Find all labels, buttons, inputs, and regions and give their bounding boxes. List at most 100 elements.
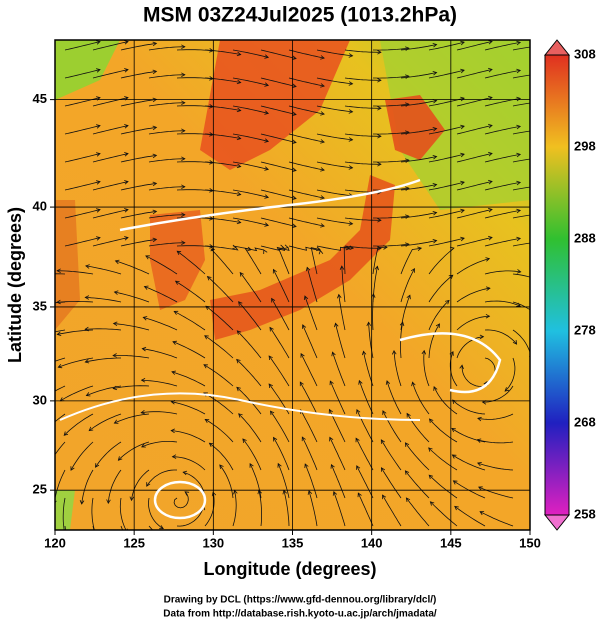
- stream-arrow: [432, 71, 438, 76]
- stream-arrow: [479, 511, 485, 516]
- stream-arrow: [512, 340, 518, 345]
- stream-arrow: [445, 299, 450, 305]
- stream-arrow: [316, 246, 321, 252]
- streamline: [85, 297, 122, 303]
- streamline: [373, 215, 409, 219]
- x-tick-label: 145: [440, 535, 462, 550]
- stream-arrow: [79, 500, 85, 505]
- streamline: [428, 323, 440, 359]
- stream-arrow: [96, 180, 101, 185]
- stream-arrow: [435, 323, 440, 329]
- streamline: [428, 181, 465, 191]
- streamline: [344, 217, 381, 221]
- stream-arrow: [181, 156, 186, 162]
- streamline: [260, 49, 297, 59]
- streamline: [373, 75, 409, 79]
- streamline: [260, 77, 297, 87]
- streamline: [484, 182, 521, 191]
- streamline: [428, 41, 465, 51]
- stream-arrow: [320, 195, 325, 200]
- colorbar-tick-label: 278: [574, 322, 596, 337]
- streamline: [236, 387, 262, 415]
- streamline: [512, 242, 530, 247]
- streamline: [92, 97, 129, 107]
- stream-arrow: [377, 134, 382, 139]
- stream-arrow: [112, 385, 118, 391]
- stream-arrow: [377, 218, 382, 223]
- streamline: [452, 454, 486, 471]
- stream-arrow: [56, 331, 62, 336]
- streamline: [176, 250, 206, 275]
- streamline: [477, 439, 514, 444]
- stream-arrow: [300, 352, 305, 358]
- streamline: [304, 463, 318, 499]
- streamline: [258, 490, 262, 527]
- stream-arrow: [219, 464, 224, 469]
- streamline: [344, 133, 381, 137]
- stream-arrow: [181, 100, 186, 106]
- stream-arrow: [485, 257, 491, 262]
- stream-arrow: [152, 153, 158, 159]
- streamline: [238, 413, 262, 443]
- streamline: [64, 209, 101, 219]
- streamline: [260, 245, 290, 251]
- stream-arrow: [264, 222, 270, 227]
- y-tick-label: 35: [33, 298, 47, 313]
- streamline: [372, 246, 387, 275]
- streamline: [331, 464, 346, 499]
- stream-arrow: [264, 138, 270, 143]
- streamline: [242, 438, 262, 471]
- streamline: [239, 272, 262, 303]
- streamline: [335, 323, 346, 359]
- streamline: [484, 210, 521, 219]
- stream-arrow: [348, 137, 354, 142]
- stream-arrow: [356, 409, 361, 414]
- streamline: [55, 329, 66, 333]
- stream-arrow: [277, 462, 282, 468]
- streamline: [430, 501, 458, 527]
- stream-arrow: [355, 437, 360, 443]
- streamline: [456, 209, 493, 219]
- stream-arrow: [411, 381, 416, 387]
- stream-arrow: [236, 79, 242, 85]
- plot-area: [55, 40, 543, 530]
- colorbar-tick-label: 298: [574, 138, 596, 153]
- stream-arrow: [516, 208, 522, 214]
- stream-arrow: [84, 326, 89, 332]
- stream-arrow: [504, 387, 510, 392]
- streamline: [454, 506, 486, 527]
- streamline: [433, 386, 458, 415]
- stream-arrow: [236, 358, 241, 364]
- streamline: [142, 348, 178, 359]
- streamline: [373, 131, 409, 135]
- stream-arrow: [302, 324, 307, 329]
- streamline: [373, 243, 409, 247]
- streamline: [141, 411, 178, 415]
- streamline: [512, 158, 530, 163]
- stream-arrow: [268, 383, 273, 389]
- stream-arrow: [124, 152, 129, 157]
- streamline: [92, 125, 129, 135]
- isobar: [399, 332, 502, 394]
- stream-arrow: [539, 317, 543, 321]
- credit: Drawing by DCL (https://www.gfd-dennou.o…: [164, 595, 437, 606]
- streamline: [148, 497, 164, 529]
- stream-arrow: [377, 106, 382, 111]
- streamline: [484, 126, 521, 135]
- stream-arrow: [181, 128, 186, 134]
- streamline: [113, 355, 150, 359]
- streamline: [85, 265, 122, 275]
- streamline: [344, 105, 381, 109]
- stream-arrow: [236, 386, 241, 392]
- stream-arrow: [146, 482, 151, 487]
- stream-arrow: [304, 463, 309, 469]
- streamline: [232, 133, 269, 142]
- stream-arrow: [410, 267, 415, 273]
- stream-arrow: [406, 294, 411, 300]
- stream-arrow: [377, 246, 382, 251]
- stream-arrow: [404, 470, 410, 475]
- streamline: [373, 47, 409, 51]
- stream-arrow: [307, 490, 313, 495]
- streamline: [92, 41, 129, 51]
- streamline: [273, 437, 290, 471]
